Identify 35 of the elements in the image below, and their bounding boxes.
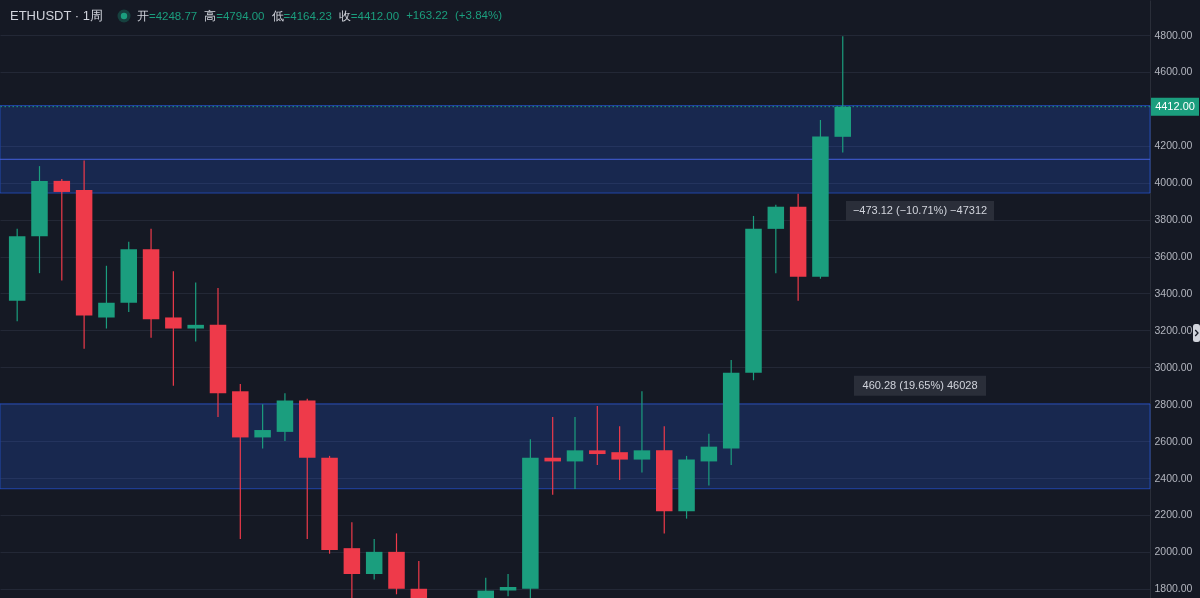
candlestick [566, 416, 584, 490]
candlestick [700, 433, 718, 487]
candlestick [611, 425, 628, 481]
y-tick-label: 3400.00 [1154, 286, 1193, 299]
text: 开=4248.77 高=4794.00 低=4164.23 收=4412.00 +163.22 (+3.84%) [136, 8, 502, 22]
y-tick-label: 3600.00 [1154, 250, 1193, 263]
ref-line-label: 4412.00 [1155, 99, 1195, 112]
y-tick-label: 4600.00 [1154, 65, 1193, 78]
y-tick-label: 4200.00 [1154, 139, 1193, 152]
y-tick-label: 2800.00 [1154, 397, 1193, 410]
candlestick [477, 577, 494, 598]
y-tick-label: 2400.00 [1154, 471, 1193, 484]
text: ETHUSDT · 1周 [10, 7, 103, 25]
y-tick-label: 2000.00 [1154, 545, 1193, 558]
candlestick [165, 270, 182, 387]
y-tick-label: 2600.00 [1154, 434, 1193, 447]
candlestick [53, 178, 71, 282]
y-tick-label: 2200.00 [1154, 508, 1193, 521]
band-label: −473.12 (−10.71%) −47312 [852, 204, 988, 217]
candlestick [187, 281, 204, 343]
y-tick-label: 4000.00 [1154, 176, 1193, 189]
candlestick [98, 265, 115, 330]
candlestick [589, 405, 606, 466]
candlestick [767, 204, 785, 274]
candlestick [410, 560, 428, 598]
y-tick-label: 4800.00 [1154, 28, 1193, 41]
y-tick-label: 3000.00 [1154, 360, 1193, 373]
candlestick [499, 573, 517, 597]
candlestick [365, 538, 383, 581]
band-label: 460.28 (19.65%) 46028 [862, 378, 978, 391]
y-tick-label: 3800.00 [1154, 213, 1193, 226]
candlestick [254, 403, 271, 450]
candlestick [633, 390, 651, 474]
y-tick-label: 1800.00 [1154, 582, 1193, 595]
y-tick-label: 3200.00 [1154, 323, 1193, 336]
